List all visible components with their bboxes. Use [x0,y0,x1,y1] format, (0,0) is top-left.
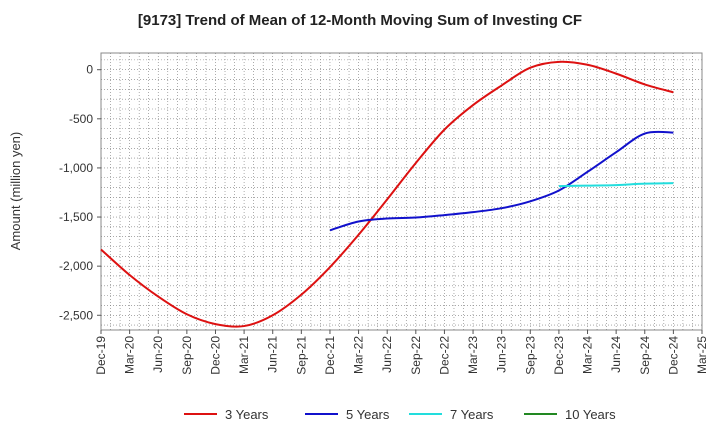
series-line-7-years [558,182,674,188]
legend: 3 Years 5 Years 7 Years 10 Years [184,407,616,422]
x-tick-label: Jun-22 [380,336,394,373]
legend-label: 7 Years [450,407,494,422]
x-tick-label: Dec-24 [666,336,680,375]
x-tick-label: Mar-25 [695,336,709,374]
x-tick-label: Mar-22 [352,336,366,374]
x-tick-label: Dec-21 [323,336,337,375]
y-tick-label: -2,500 [59,308,93,322]
chart-title: [9173] Trend of Mean of 12-Month Moving … [137,12,583,29]
y-tick-label: -1,000 [59,161,93,175]
x-tick-label: Sep-24 [638,336,652,375]
series-line-5-years [329,130,674,232]
x-tick-label: Dec-22 [437,336,451,375]
x-tick-label: Dec-19 [94,336,108,375]
x-tick-label: Mar-23 [466,336,480,374]
x-tick-label: Jun-20 [151,336,165,373]
x-tick-label: Dec-20 [208,336,222,375]
x-tick-label: Mar-21 [237,336,251,374]
x-tick-label: Sep-22 [409,336,423,375]
x-tick-label: Dec-23 [552,336,566,375]
legend-label: 10 Years [565,407,616,422]
plot-area [100,52,703,331]
x-tick-label: Mar-24 [581,336,595,374]
x-tick-label: Sep-21 [294,336,308,375]
x-tick-label: Sep-23 [523,336,537,375]
plot-border [100,52,703,331]
y-tick-label: 0 [86,63,93,77]
y-axis-ticks: 0 -500 -1,000 -1,500 -2,000 -2,500 [59,63,101,322]
legend-label: 5 Years [346,407,390,422]
series-line-3-years [100,60,674,328]
x-tick-label: Mar-20 [123,336,137,374]
x-tick-label: Jun-23 [495,336,509,373]
legend-label: 3 Years [225,407,269,422]
grid-lines [101,53,702,330]
series-layer [100,60,674,328]
y-tick-label: -500 [69,112,93,126]
x-tick-label: Jun-21 [266,336,280,373]
y-tick-label: -2,000 [59,259,93,273]
y-tick-label: -1,500 [59,210,93,224]
x-tick-label: Sep-20 [180,336,194,375]
x-axis-ticks: Dec-19 Mar-20 Jun-20 Sep-20 Dec-20 Mar-21 Jun-… [94,330,709,375]
y-axis-label: Amount (million yen) [8,132,23,251]
x-tick-label: Jun-24 [609,336,623,373]
